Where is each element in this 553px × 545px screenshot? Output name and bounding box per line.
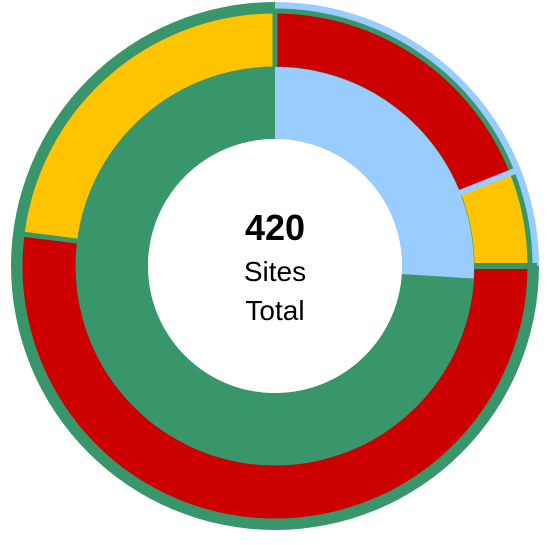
total-label-line2: Total [245,295,304,326]
center-label: 420 Sites Total [244,207,306,326]
slice-separator-1 [457,166,520,197]
inner-slice-1 [275,67,474,279]
inner-ring [75,67,474,465]
total-value: 420 [245,207,305,248]
outer-ring [17,8,537,524]
center-hole [148,139,402,393]
inner-slice-2 [75,67,474,465]
total-label-line1: Sites [244,256,306,287]
